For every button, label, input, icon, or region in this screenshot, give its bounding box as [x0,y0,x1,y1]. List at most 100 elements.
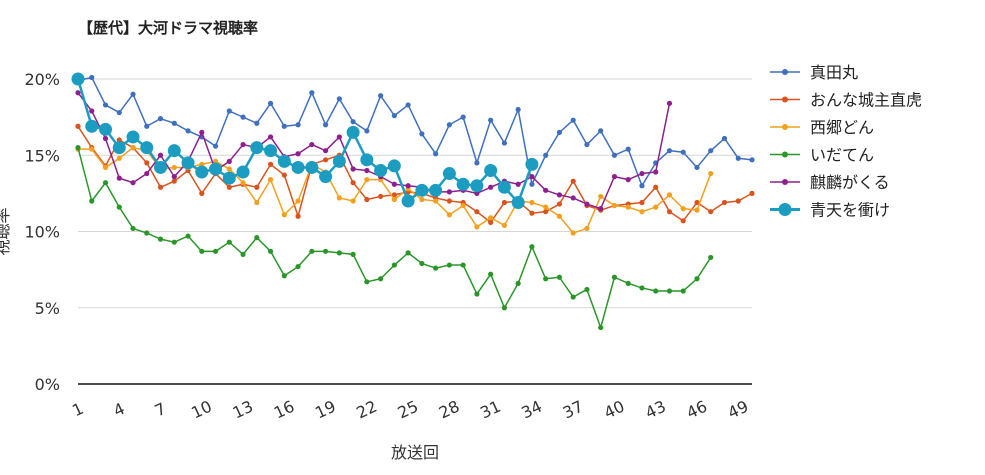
data-point [611,174,618,180]
data-point [653,169,659,175]
data-point [250,141,264,155]
data-point [144,230,150,236]
data-point [474,224,480,230]
data-point [584,141,590,148]
data-point [226,108,232,114]
data-point [735,198,741,204]
data-point [130,225,136,232]
data-point [199,248,205,254]
data-point [319,170,333,184]
data-point [598,206,604,212]
x-tick-label: 1 [69,399,86,421]
legend-item[interactable]: 麒麟がくる [770,173,890,192]
data-point [401,194,415,208]
series-1 [75,74,755,189]
data-point [442,167,456,181]
data-point [419,131,425,137]
data-point [529,210,535,216]
data-point [336,134,342,140]
data-point [639,199,645,206]
data-point [171,174,177,180]
data-point [529,174,535,180]
data-point [291,160,305,174]
data-point [511,196,525,210]
data-point [209,162,223,176]
data-point [488,219,494,225]
data-point [75,145,81,151]
data-point [75,123,81,129]
data-point [611,202,618,209]
legend-item[interactable]: 西郷どん [770,118,874,137]
x-tick-label: 31 [477,397,503,423]
legend-label: おんな城主直虎 [810,91,922,110]
data-point [364,167,370,174]
data-point [497,180,511,194]
x-tick-label: 13 [230,397,256,423]
data-point [305,160,319,174]
x-tick-label: 37 [560,397,586,423]
data-point [364,196,370,203]
data-point [185,128,191,134]
data-point [102,135,109,142]
data-point [556,192,563,198]
data-point [157,236,164,242]
x-tick-label: 10 [188,397,214,423]
data-point [456,177,470,191]
data-point [267,161,274,167]
data-point [666,288,673,294]
legend-label: 青天を衝け [810,201,890,220]
data-point [653,288,659,294]
data-point [226,239,232,245]
data-point [130,91,136,97]
data-point [460,262,466,268]
data-point [625,280,631,286]
data-point [295,151,301,157]
data-point [336,195,342,201]
legend-item[interactable]: 青天を衝け [770,201,890,220]
data-point [378,193,384,200]
data-point [157,152,164,158]
data-point [446,189,452,195]
x-tick-label: 49 [725,397,751,423]
data-point [474,209,480,215]
data-point [346,125,360,139]
data-point [639,209,645,215]
data-point [405,250,411,256]
data-point [680,288,686,294]
x-tick-label: 22 [353,397,379,423]
data-point [488,271,494,277]
data-point [116,155,122,161]
x-tick-label: 4 [110,399,127,421]
data-point [199,129,205,135]
data-point [639,285,645,291]
legend-label: いだてん [810,146,874,165]
x-tick-label: 43 [642,397,668,423]
data-point [666,100,673,106]
legend-item[interactable]: いだてん [770,146,874,165]
data-point [226,158,232,164]
data-point [336,250,342,256]
data-point [322,248,329,254]
data-point [102,164,109,171]
data-point [570,117,576,123]
data-point [295,263,301,270]
chart-title: 【歴代】大河ドラマ視聴率 [78,19,259,37]
series-3 [75,145,714,236]
data-point [433,198,439,204]
data-point [144,170,150,177]
data-point [281,123,287,129]
data-point [488,215,494,221]
data-point [360,153,374,167]
legend-item[interactable]: 真田丸 [770,63,858,82]
data-point [391,113,397,119]
legend-item[interactable]: おんな城主直虎 [770,91,922,110]
data-point [309,248,315,254]
data-point [281,172,287,178]
data-point [157,116,164,122]
x-tick-label: 7 [152,399,169,421]
data-point [708,209,714,215]
data-point [584,225,590,232]
data-point [749,157,755,163]
